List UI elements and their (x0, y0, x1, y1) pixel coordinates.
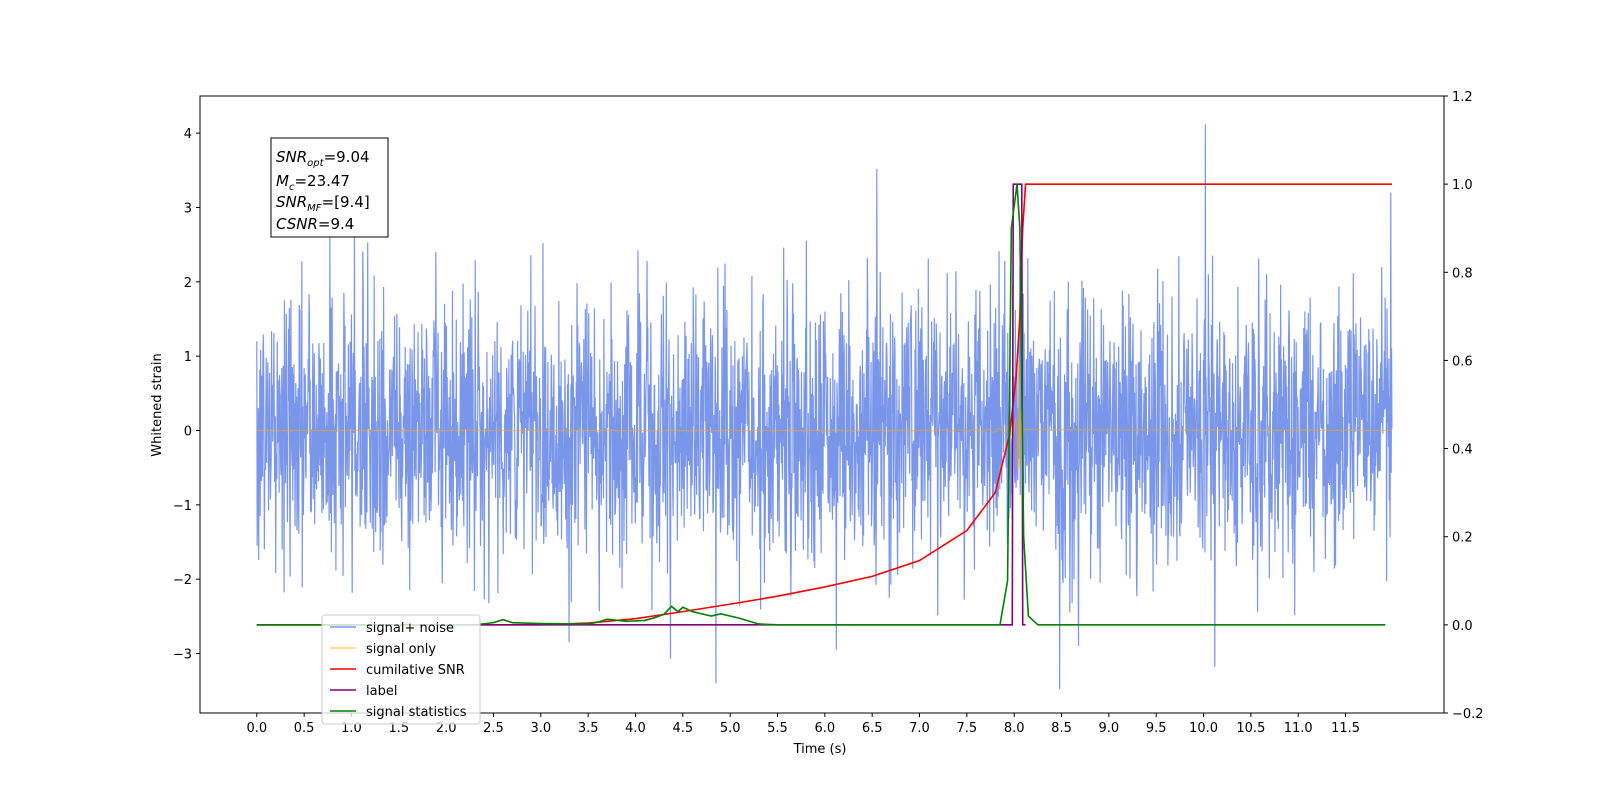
y-tick-label: −3 (173, 648, 192, 663)
snr-mf-text: SNRMF=[9.4] (276, 193, 370, 214)
plot-area (256, 124, 1393, 690)
x-axis: 0.0 0.5 1.0 1.5 2.0 2.5 3.0 3.5 4.0 4.5 5.0 5.5 6.0 6… (246, 713, 1360, 736)
legend-label-label: label (366, 684, 397, 699)
y2-tick-label: 0.6 (1452, 354, 1473, 369)
snr-opt-text: SNRopt=9.04 (276, 148, 370, 169)
x-tick-label: 3.5 (578, 721, 599, 736)
y-tick-label: 4 (184, 127, 192, 142)
legend-label-signal-noise: signal+ noise (366, 621, 454, 636)
y-tick-label: 2 (184, 276, 192, 291)
legend-entry-signal-only: signal only (330, 642, 436, 657)
x-tick-label: 11.0 (1284, 721, 1313, 736)
x-tick-label: 0.0 (246, 721, 267, 736)
y-axis-right: −0.2 0.0 0.2 0.4 0.6 0.8 1.0 1.2 (1444, 90, 1484, 722)
axes-frame (199, 95, 1445, 714)
x-tick-label: 6.5 (862, 721, 883, 736)
y-tick-label: 1 (184, 350, 192, 365)
y2-tick-label: 0.2 (1452, 531, 1473, 546)
legend-entry-cumulative-snr: cumilative SNR (330, 663, 465, 678)
y2-tick-label: 0.8 (1452, 266, 1473, 281)
x-tick-label: 1.5 (388, 721, 409, 736)
legend: signal+ noise signal only cumilative SNR… (321, 614, 481, 725)
y2-tick-label: 1.0 (1452, 178, 1473, 193)
x-tick-label: 2.0 (436, 721, 457, 736)
x-tick-label: 4.0 (625, 721, 646, 736)
y-tick-label: −1 (173, 499, 192, 514)
y2-tick-label: 1.2 (1452, 90, 1473, 105)
csnr-text: CSNR=9.4 (276, 215, 354, 233)
y-axis-label: Whitened strain (150, 353, 165, 456)
y-tick-label: 3 (184, 202, 192, 217)
series-line-signal-noise (256, 124, 1393, 690)
y2-tick-label: −0.2 (1452, 707, 1484, 722)
x-tick-label: 7.0 (909, 721, 930, 736)
x-tick-label: 0.5 (294, 721, 315, 736)
legend-entry-signal-statistics: signal statistics (330, 705, 467, 720)
y-tick-label: 0 (184, 425, 192, 440)
y-tick-label: −2 (173, 573, 192, 588)
series-line-signal-only (256, 359, 1392, 472)
x-tick-label: 1.0 (341, 721, 362, 736)
x-tick-label: 9.5 (1146, 721, 1167, 736)
x-tick-label: 10.0 (1189, 721, 1218, 736)
x-tick-label: 7.5 (957, 721, 978, 736)
x-tick-label: 10.5 (1236, 721, 1265, 736)
x-tick-label: 11.5 (1331, 721, 1360, 736)
chirp-mass-text: Mc=23.47 (276, 172, 350, 193)
x-tick-label: 2.5 (483, 721, 504, 736)
x-tick-label: 4.5 (672, 721, 693, 736)
x-axis-label: Time (s) (793, 742, 847, 757)
stats-annotation: SNRopt=9.04 Mc=23.47 SNRMF=[9.4] CSNR=9.… (270, 137, 389, 238)
legend-label-signal-only: signal only (366, 642, 436, 657)
series-line-signal-statistics (256, 184, 1386, 626)
x-tick-label: 5.5 (767, 721, 788, 736)
x-tick-label: 9.0 (1099, 721, 1120, 736)
x-tick-label: 5.0 (720, 721, 741, 736)
legend-entry-label: label (330, 684, 397, 699)
legend-entry-signal-noise: signal+ noise (330, 621, 454, 636)
y-axis-left: −3 −2 −1 0 1 2 3 4 (173, 127, 200, 663)
y2-tick-label: 0.4 (1452, 443, 1473, 458)
y2-tick-label: 0.0 (1452, 619, 1473, 634)
x-tick-label: 6.0 (814, 721, 835, 736)
x-tick-label: 8.0 (1004, 721, 1025, 736)
legend-box (321, 614, 481, 725)
x-tick-label: 8.5 (1051, 721, 1072, 736)
legend-label-cumulative-snr: cumilative SNR (366, 663, 465, 678)
x-tick-label: 3.0 (530, 721, 551, 736)
legend-label-signal-statistics: signal statistics (366, 705, 467, 720)
stats-annotation-box (270, 137, 389, 238)
